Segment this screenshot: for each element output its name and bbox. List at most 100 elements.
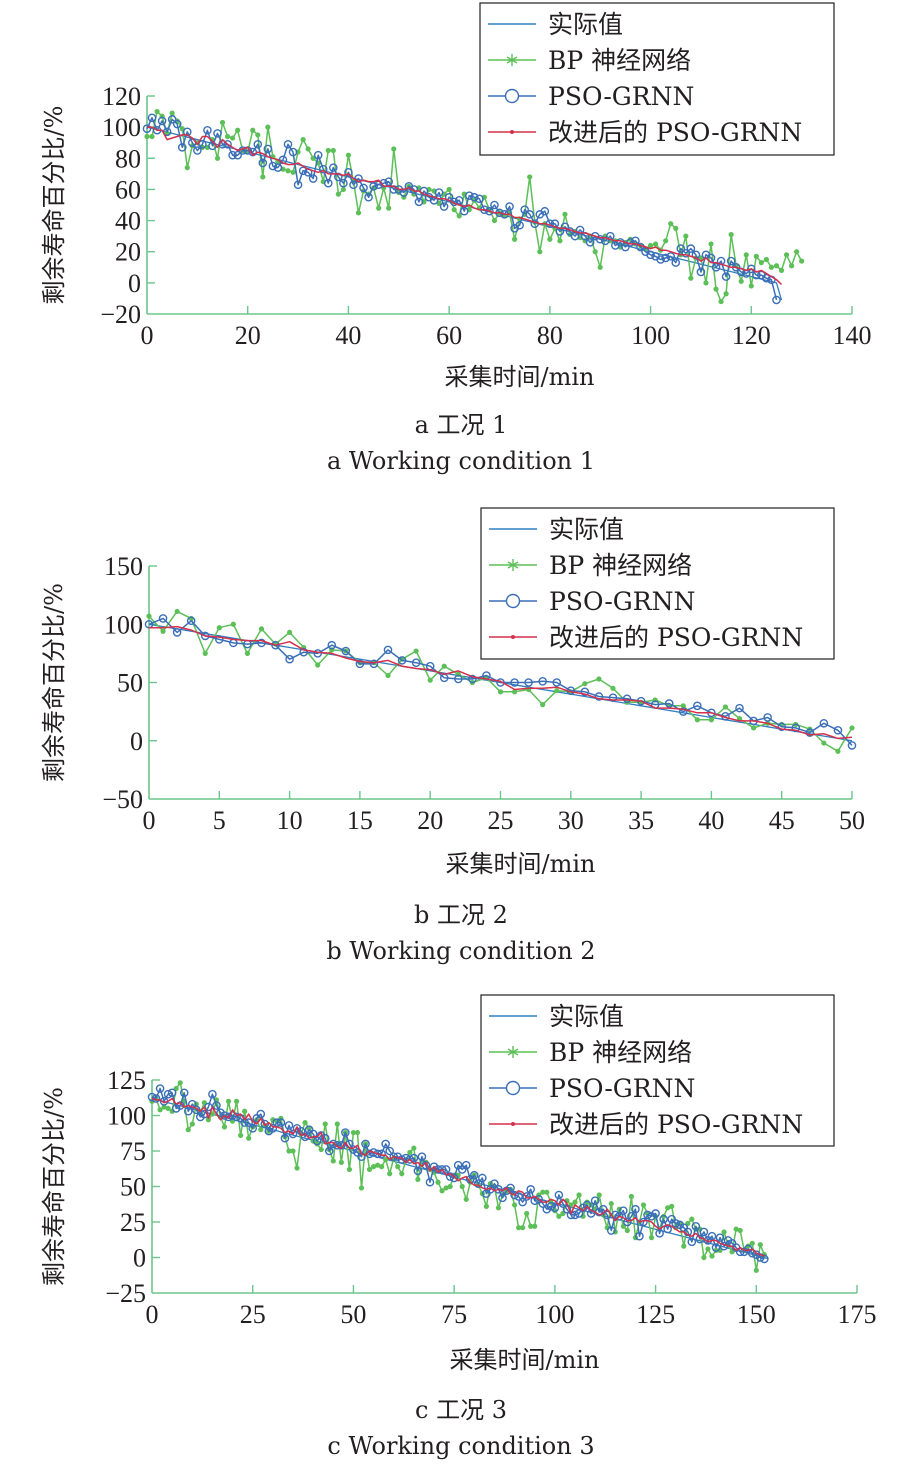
data-point xyxy=(286,1148,292,1154)
data-point xyxy=(540,206,550,216)
data-point xyxy=(640,1202,647,1208)
data-point xyxy=(258,158,268,168)
data-point xyxy=(585,238,595,247)
data-point xyxy=(592,249,598,255)
asterisk-marker-icon xyxy=(507,1046,519,1058)
data-point xyxy=(608,693,618,702)
data-point xyxy=(651,1209,660,1218)
data-point xyxy=(459,1183,465,1190)
data-point xyxy=(405,1155,415,1164)
asterisk-stroke xyxy=(507,561,519,569)
data-point xyxy=(582,1200,592,1210)
legend-item: PSO-GRNN xyxy=(489,587,695,616)
data-point xyxy=(234,1098,240,1104)
data-point xyxy=(285,168,291,174)
y-tick-label: −50 xyxy=(102,785,143,814)
legend-label: 实际值 xyxy=(548,10,623,39)
y-tick-label: 120 xyxy=(102,82,141,111)
x-tick-label: 140 xyxy=(833,321,872,350)
data-point xyxy=(688,275,694,281)
data-point xyxy=(715,1233,725,1242)
data-point xyxy=(258,1127,264,1133)
data-point xyxy=(149,133,155,140)
legend-box xyxy=(480,994,835,1147)
data-point xyxy=(327,640,337,650)
data-point xyxy=(495,1205,502,1211)
y-tick-label: −20 xyxy=(100,300,141,329)
data-point xyxy=(596,1192,602,1198)
data-point xyxy=(242,1108,248,1114)
data-point xyxy=(681,1243,687,1249)
data-point xyxy=(538,1199,548,1208)
x-tick-label: 120 xyxy=(732,321,771,350)
data-point xyxy=(708,717,715,723)
data-point xyxy=(407,1149,413,1156)
data-point xyxy=(566,1210,576,1220)
data-point xyxy=(147,113,157,123)
data-point xyxy=(174,608,180,615)
data-point xyxy=(447,1183,453,1190)
x-tick-label: 5 xyxy=(213,806,226,835)
data-point xyxy=(510,1190,519,1200)
data-point xyxy=(763,256,769,263)
x-tick-label: 0 xyxy=(146,1300,159,1329)
x-tick-label: 35 xyxy=(628,806,654,835)
data-point xyxy=(273,163,283,172)
legend-label: PSO-GRNN xyxy=(549,1074,695,1103)
data-point xyxy=(821,740,827,746)
y-axis-label: 剩余寿命百分比/% xyxy=(40,1087,68,1286)
data-point xyxy=(665,1205,671,1211)
data-point xyxy=(494,1185,503,1194)
data-point xyxy=(496,678,505,687)
data-point xyxy=(216,625,222,631)
data-point xyxy=(540,702,546,708)
y-axis-label: 剩余寿命百分比/% xyxy=(40,583,68,782)
data-point xyxy=(366,1166,373,1173)
data-point xyxy=(538,677,547,686)
y-tick-label: 80 xyxy=(115,144,141,173)
data-point xyxy=(355,659,365,669)
data-point xyxy=(219,119,226,126)
data-point xyxy=(635,1231,644,1241)
data-point xyxy=(522,1192,531,1201)
data-point xyxy=(721,272,731,281)
data-point xyxy=(673,225,679,231)
data-point xyxy=(268,161,278,171)
data-point xyxy=(497,689,504,695)
data-point xyxy=(723,291,729,297)
legend-box xyxy=(480,507,835,660)
data-point xyxy=(288,1129,298,1139)
data-point xyxy=(514,1192,523,1201)
data-point xyxy=(446,186,452,193)
x-tick-label: 40 xyxy=(698,806,724,835)
legend-label: PSO-GRNN xyxy=(548,82,694,111)
data-point xyxy=(208,1089,217,1099)
dot-marker-icon xyxy=(511,1122,515,1126)
data-point xyxy=(248,1123,258,1133)
data-point xyxy=(250,127,256,133)
series-line xyxy=(147,126,783,285)
data-point xyxy=(580,687,590,697)
data-point xyxy=(515,220,524,230)
data-point xyxy=(193,146,202,155)
data-point xyxy=(693,701,702,711)
data-point xyxy=(756,1253,765,1262)
data-point xyxy=(622,694,632,704)
legend: 实际值 BP 神经网络 PSO-GRNN 改进后的 PSO-GRNN xyxy=(480,994,835,1147)
data-point xyxy=(461,1160,471,1170)
data-point xyxy=(161,1104,167,1110)
data-point xyxy=(214,635,224,644)
series-line xyxy=(151,1097,765,1257)
data-point xyxy=(158,614,168,623)
data-point xyxy=(212,1101,221,1110)
legend-item: BP 神经网络 xyxy=(489,551,692,580)
data-point xyxy=(413,648,419,654)
legend-label: BP 神经网络 xyxy=(549,551,692,580)
data-point xyxy=(449,1173,459,1183)
data-point xyxy=(300,137,306,143)
data-point xyxy=(333,1141,342,1150)
y-tick-label: 25 xyxy=(120,1208,146,1237)
data-point xyxy=(443,1185,449,1191)
x-tick-label: 150 xyxy=(737,1300,776,1329)
chart-c: 0 25 50 75 100 125 150 175−250255075100125采集时间/… xyxy=(40,994,877,1460)
